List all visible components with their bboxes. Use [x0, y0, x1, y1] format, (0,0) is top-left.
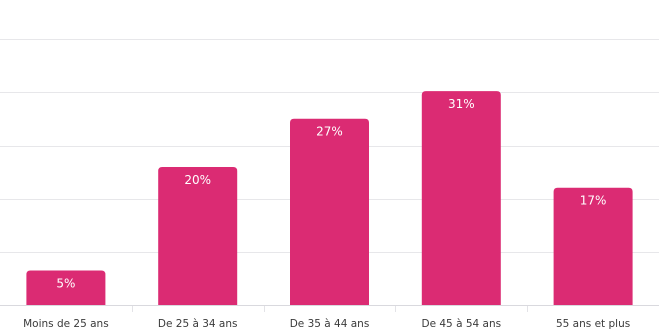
category-label-3: De 45 à 54 ans	[421, 318, 501, 330]
data-label-0: 5%	[56, 277, 75, 291]
category-label-4: 55 ans et plus	[556, 318, 630, 330]
bar-2	[290, 118, 369, 305]
bar-4	[553, 187, 633, 305]
category-label-2: De 35 à 44 ans	[290, 318, 370, 330]
bar-3	[421, 91, 501, 305]
data-labels: 5% 20% 27% 31% 17%	[56, 97, 606, 290]
bars	[26, 91, 633, 305]
bar-0	[26, 270, 106, 305]
data-label-2: 27%	[316, 125, 343, 139]
data-label-1: 20%	[184, 173, 211, 187]
data-label-4: 17%	[580, 194, 607, 208]
category-label-1: De 25 à 34 ans	[158, 318, 238, 330]
data-label-3: 31%	[448, 97, 475, 111]
x-axis: Moins de 25 ans De 25 à 34 ans De 35 à 44 …	[0, 305, 659, 330]
category-label-0: Moins de 25 ans	[23, 318, 109, 330]
bar-1	[158, 167, 238, 305]
